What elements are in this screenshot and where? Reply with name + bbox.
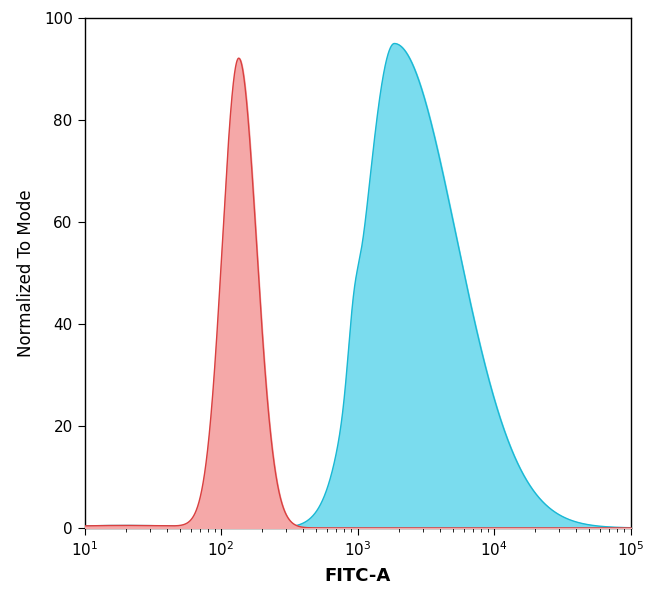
Y-axis label: Normalized To Mode: Normalized To Mode xyxy=(18,189,36,357)
X-axis label: FITC-A: FITC-A xyxy=(324,567,391,585)
